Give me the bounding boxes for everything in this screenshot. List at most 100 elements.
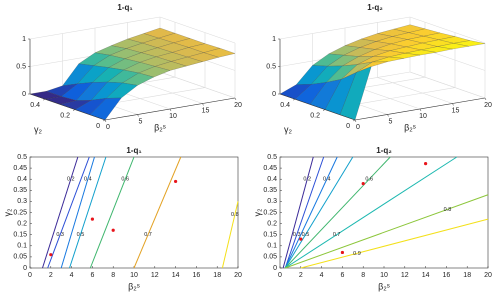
y-tick-label: 0.05	[13, 254, 27, 261]
z-tick-label: 0.5	[266, 63, 276, 70]
x-tick-label: 8	[361, 272, 365, 279]
x-tick-label: 18	[463, 272, 471, 279]
marker	[49, 253, 53, 257]
y-axis-label: γ₂	[284, 124, 293, 134]
contour-line	[69, 156, 107, 269]
y-tick-label: 0.15	[263, 232, 277, 239]
marker	[299, 237, 303, 241]
z-tick-label: 1	[22, 36, 26, 43]
z-tick-label: 0	[272, 91, 276, 98]
y-axis-label: γ₂	[2, 208, 12, 217]
x-tick	[354, 119, 357, 123]
contour-line	[221, 201, 239, 269]
marker	[174, 179, 178, 184]
x-tick-label: 10	[130, 272, 138, 279]
x-tick-label: 8	[111, 272, 115, 279]
contour-label: 0.7	[144, 232, 152, 238]
y-axis-label: γ₂	[252, 208, 262, 217]
contour-line	[284, 156, 458, 269]
contour-label: 0.3	[293, 232, 301, 238]
x-axis-label: β₂ˢ	[404, 122, 416, 132]
contour-label: 0.3	[56, 232, 64, 238]
x-tick-label: 14	[422, 272, 430, 279]
y-axis-label: γ₂	[34, 124, 43, 134]
y-tick-label: 0.35	[13, 187, 27, 194]
x-tick-label: 16	[443, 272, 451, 279]
x-tick-label: 14	[172, 272, 180, 279]
contour-line	[284, 156, 354, 269]
contour-line	[285, 194, 489, 269]
x-tick	[169, 108, 172, 112]
marker	[340, 250, 344, 255]
x-tick-label: 2	[299, 272, 303, 279]
x-tick-label: 18	[213, 272, 221, 279]
x-tick-label: 16	[193, 272, 201, 279]
x-tick	[419, 108, 422, 112]
x-tick-label: 0	[356, 124, 360, 131]
x-tick-label: 6	[90, 272, 94, 279]
y-tick-label: 0	[23, 265, 27, 272]
y-tick-label: 0.4	[30, 102, 40, 109]
contour-label: 0.5	[302, 232, 310, 238]
contour-label: 0.6	[121, 177, 129, 183]
y-tick-label: 0.5	[17, 154, 27, 161]
x-axis-label: β₂ˢ	[128, 281, 140, 291]
x-tick-label: 20	[484, 272, 492, 279]
x-tick	[202, 103, 204, 106]
y-tick-label: 0.1	[17, 243, 27, 250]
y-tick-label: 0	[273, 265, 277, 272]
contour-line	[60, 156, 95, 269]
contour-label: 0.9	[353, 251, 361, 257]
chart-title: 1-q₁	[117, 3, 133, 12]
contour-line	[284, 156, 338, 269]
contour-label: 0.2	[303, 177, 311, 183]
y-tick-label: 0.3	[267, 198, 277, 205]
x-axis-label: β₂ˢ	[154, 122, 166, 132]
axis-line	[104, 97, 236, 121]
grid-line	[409, 71, 486, 99]
x-tick	[452, 103, 454, 106]
contour-line	[284, 156, 391, 269]
x-tick	[234, 97, 237, 101]
y-tick-label: 0.4	[267, 176, 277, 183]
contour-line	[133, 156, 182, 269]
x-tick-label: 12	[151, 272, 159, 279]
y-tick-label: 0	[96, 123, 100, 130]
x-tick	[104, 119, 107, 123]
x-tick-label: 2	[49, 272, 53, 279]
x-tick-label: 20	[234, 272, 242, 279]
y-tick-label: 0.2	[60, 112, 70, 119]
y-tick-label: 0.35	[263, 187, 277, 194]
y-tick-label: 0.5	[267, 154, 277, 161]
x-tick	[484, 97, 487, 101]
y-tick-label: 0.1	[267, 243, 277, 250]
chart-title: 1-q₂	[367, 3, 383, 12]
marker	[361, 182, 365, 186]
grid-line	[409, 16, 486, 44]
z-tick-label: 1	[272, 36, 276, 43]
axis-line	[279, 93, 356, 121]
grid-line	[159, 71, 236, 99]
z-tick-label: 0	[22, 91, 26, 98]
contour-line	[282, 156, 314, 269]
contour-line	[89, 156, 135, 269]
y-tick-label: 0.4	[17, 176, 27, 183]
contour-label: 0.4	[323, 177, 331, 183]
contour-label: 0.5	[77, 232, 85, 238]
y-tick-label: 0.25	[13, 209, 27, 216]
contour-label: 0.4	[84, 177, 92, 183]
x-tick-label: 10	[169, 113, 177, 120]
y-tick-label: 0.45	[13, 165, 27, 172]
x-tick-label: 20	[234, 102, 242, 109]
x-tick-label: 4	[320, 272, 324, 279]
x-axis-label: β₂ˢ	[378, 281, 390, 291]
contour-line	[42, 156, 79, 269]
y-tick-label: 0.05	[263, 254, 277, 261]
x-tick-label: 15	[452, 107, 460, 114]
grid-line	[159, 16, 236, 44]
marker	[111, 228, 115, 232]
y-tick-label: 0.3	[17, 198, 27, 205]
x-tick-label: 10	[419, 113, 427, 120]
axis-line	[29, 93, 106, 121]
